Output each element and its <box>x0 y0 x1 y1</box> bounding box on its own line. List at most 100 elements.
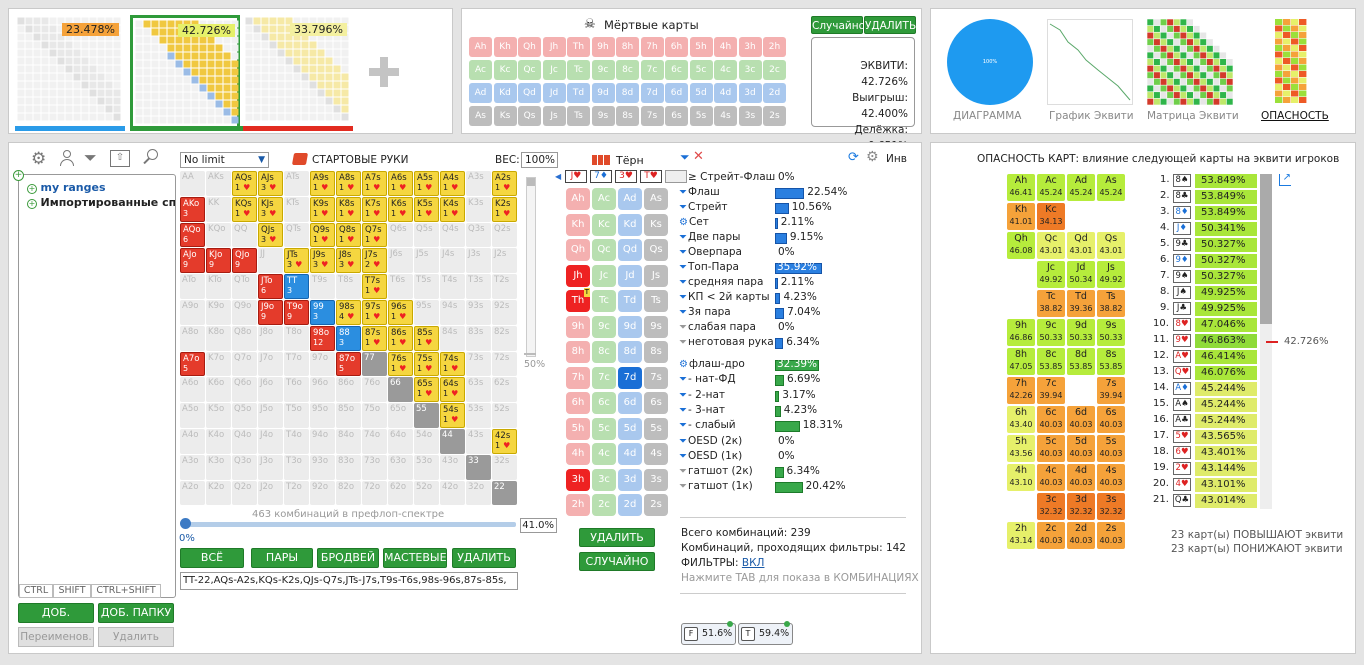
key-shift[interactable]: SHIFT <box>53 584 91 598</box>
remove-button[interactable]: Удалить <box>98 627 174 647</box>
hand-cell[interactable]: A6s 1 ♥ <box>388 171 413 196</box>
danger-card[interactable]: 4d 40.03 <box>1067 464 1095 491</box>
hand-cell[interactable]: 32s <box>492 454 517 480</box>
stats-clear-icon[interactable]: ✕ <box>693 149 704 164</box>
dead-card[interactable]: 3h <box>738 37 762 57</box>
hand-cell[interactable]: J8o <box>258 325 283 351</box>
hand-cell[interactable]: 43o <box>440 454 465 480</box>
hand-cell[interactable]: 32o <box>466 480 491 506</box>
hand-cell[interactable]: KQs 1 ♥ <box>232 196 257 222</box>
dead-card[interactable]: 4h <box>714 37 737 57</box>
hand-cell[interactable]: T5o <box>284 403 309 428</box>
hand-cell[interactable]: K5o <box>206 403 231 428</box>
hand-cell[interactable]: QTs <box>284 222 309 248</box>
turn-card[interactable]: Ks <box>644 213 668 236</box>
hand-cell[interactable]: 42s 1 ♥ <box>492 429 517 454</box>
hand-cell[interactable]: T9o 9 <box>284 300 309 325</box>
turn-card[interactable]: 6c <box>592 392 616 414</box>
hand-cell[interactable]: K6s 1 ♥ <box>388 196 413 222</box>
dead-card[interactable]: Qc <box>518 60 541 80</box>
danger-thumbnail[interactable] <box>1247 19 1333 105</box>
hand-cell[interactable]: 74s 1 ♥ <box>440 351 465 377</box>
weight-slider[interactable] <box>526 177 536 357</box>
range-text-input[interactable]: TT-22,AQs-A2s,KQs-K2s,QJs-Q7s,JTs-J7s,T9… <box>180 572 518 590</box>
dead-card[interactable]: 6c <box>665 60 688 80</box>
hand-cell[interactable]: 63s <box>466 377 491 403</box>
board-left-arrow[interactable]: ◀ <box>555 172 562 181</box>
turn-card[interactable]: 6s <box>644 392 668 414</box>
danger-card[interactable]: Td 39.36 <box>1067 290 1095 317</box>
danger-card[interactable]: Tc 38.82 <box>1037 290 1065 317</box>
danger-card[interactable]: 2c 40.03 <box>1037 522 1065 549</box>
dead-card[interactable]: Qh <box>518 37 541 57</box>
hand-cell[interactable]: K3s <box>466 196 491 222</box>
draw-row[interactable]: ⏷OESD (1к) <box>679 450 742 462</box>
hand-cell[interactable]: 96o <box>310 377 335 403</box>
hand-cell[interactable]: QTo <box>232 274 257 299</box>
hand-cell[interactable]: AJo 9 <box>180 248 205 274</box>
draw-row[interactable]: ⚙флаш-дро <box>679 358 745 370</box>
hand-cell[interactable]: 92s <box>492 300 517 325</box>
tree-item-imported[interactable]: + Импортированные спект <box>27 196 175 209</box>
dead-card[interactable]: Jc <box>542 60 566 80</box>
dead-card[interactable]: 7s <box>640 106 664 126</box>
dead-card[interactable]: 3s <box>738 106 762 126</box>
dead-card[interactable]: 6h <box>665 37 688 57</box>
turn-delete-button[interactable]: УДАЛИТЬ <box>579 528 655 547</box>
danger-card[interactable]: 6h 43.40 <box>1007 406 1035 433</box>
hand-cell[interactable]: 85s 1 ♥ <box>414 325 439 351</box>
hand-cell[interactable]: QQ <box>232 222 257 248</box>
draw-row[interactable]: ⏷гатшот (1к) <box>679 480 753 492</box>
dead-card[interactable]: Ad <box>469 83 492 103</box>
hand-cell[interactable]: A9o <box>180 300 205 325</box>
draw-row[interactable]: ⏷- 2-нат <box>679 389 725 401</box>
turn-card[interactable]: Ac <box>592 188 616 210</box>
turn-card[interactable]: Qd <box>618 239 642 261</box>
range-slider-handle[interactable] <box>180 518 191 529</box>
danger-card[interactable]: 9d 50.33 <box>1067 319 1095 346</box>
hand-cell[interactable]: T3s <box>466 274 491 299</box>
turn-card[interactable]: 8d <box>618 341 642 363</box>
hand-cell[interactable]: T4s <box>440 274 465 299</box>
dead-card[interactable]: 9c <box>591 60 615 80</box>
hand-cell[interactable]: A4o <box>180 429 205 454</box>
hand-cell[interactable]: 52o <box>414 480 439 506</box>
add-range-button[interactable]: ДОБ. СПЕКТР <box>18 603 94 637</box>
dead-card[interactable]: Ah <box>469 37 492 57</box>
hand-cell[interactable]: 97o <box>310 351 335 377</box>
dead-card[interactable]: 7d <box>640 83 664 103</box>
pie-chart-thumbnail[interactable]: 100% <box>947 19 1033 105</box>
hand-cell[interactable]: 55 <box>414 403 439 428</box>
turn-card[interactable]: 5s <box>644 417 668 440</box>
delete-dead-button[interactable]: УДАЛИТЬ <box>864 16 916 34</box>
stat-row[interactable]: ⏷средняя пара <box>679 276 763 288</box>
danger-card[interactable]: 6c 40.03 <box>1037 406 1065 433</box>
hand-cell[interactable]: TT 3 <box>284 274 309 299</box>
hand-cell[interactable]: K3o <box>206 454 231 480</box>
danger-card[interactable]: Jc 49.92 <box>1037 261 1065 288</box>
hand-cell[interactable]: 22 <box>492 480 517 506</box>
danger-card[interactable]: 5d 40.03 <box>1067 435 1095 462</box>
danger-card[interactable]: 3c 32.32 <box>1037 493 1065 520</box>
turn-card[interactable]: Jh <box>566 264 590 287</box>
hand-cell[interactable]: 95s <box>414 300 439 325</box>
hand-cell[interactable]: 98o 12 <box>310 325 335 351</box>
danger-card[interactable]: 8s 53.85 <box>1097 348 1125 375</box>
hand-cell[interactable]: 98s 4 ♥ <box>336 300 361 325</box>
dead-card[interactable]: Kd <box>493 83 517 103</box>
turn-card[interactable]: As <box>644 188 668 210</box>
hand-cell[interactable]: K9s 1 ♥ <box>310 196 335 222</box>
hand-cell[interactable]: AA <box>180 171 205 196</box>
hand-cell[interactable]: J4s <box>440 248 465 274</box>
view-label-equity-graph[interactable]: График Эквити <box>1049 110 1134 122</box>
turn-card[interactable]: Kh <box>566 213 590 236</box>
danger-card[interactable]: Kh 41.01 <box>1007 203 1035 230</box>
turn-filter-button[interactable]: T 59.4% <box>738 621 793 645</box>
hand-cell[interactable]: A2s 1 ♥ <box>492 171 517 196</box>
danger-card[interactable]: Qc 43.01 <box>1037 232 1065 259</box>
export-icon[interactable]: ⇧ <box>110 150 130 167</box>
rename-button[interactable]: Переименов. <box>18 627 94 647</box>
dead-card[interactable]: 9s <box>591 106 615 126</box>
stat-row[interactable]: ⏷Флаш <box>679 186 720 198</box>
hand-cell[interactable]: Q3o <box>232 454 257 480</box>
